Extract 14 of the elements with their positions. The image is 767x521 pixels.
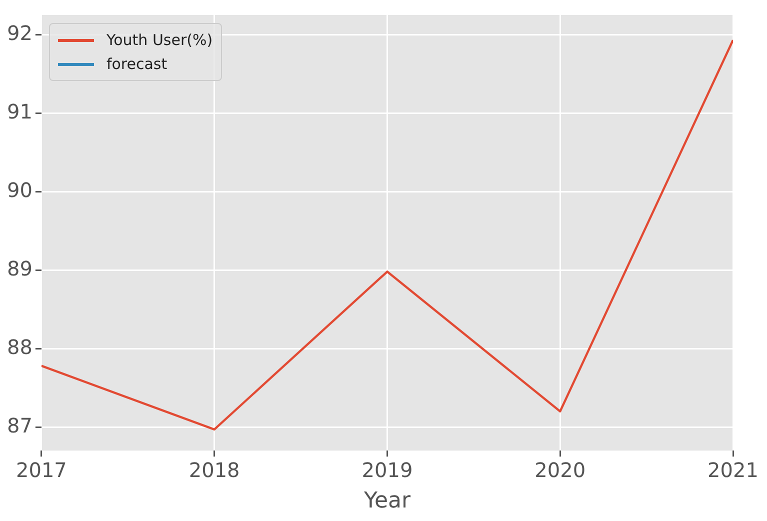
x-tick-label: 2021 xyxy=(708,458,758,482)
legend-label: forecast xyxy=(106,55,168,73)
x-tick-label: 2017 xyxy=(16,458,67,482)
x-tick-label: 2018 xyxy=(188,458,240,482)
y-tick-label: 92 xyxy=(6,20,32,45)
y-tick-label: 90 xyxy=(6,178,32,202)
y-tick-label: 91 xyxy=(6,99,32,124)
x-tick-label: 2020 xyxy=(534,458,586,482)
x-tick-label: 2019 xyxy=(362,458,413,482)
legend-label: Youth User(%) xyxy=(106,31,213,49)
y-tick-label: 88 xyxy=(6,334,32,359)
y-tick-label: 89 xyxy=(6,256,32,280)
x-axis-title: Year xyxy=(362,488,412,514)
y-tick-label: 87 xyxy=(6,413,32,438)
